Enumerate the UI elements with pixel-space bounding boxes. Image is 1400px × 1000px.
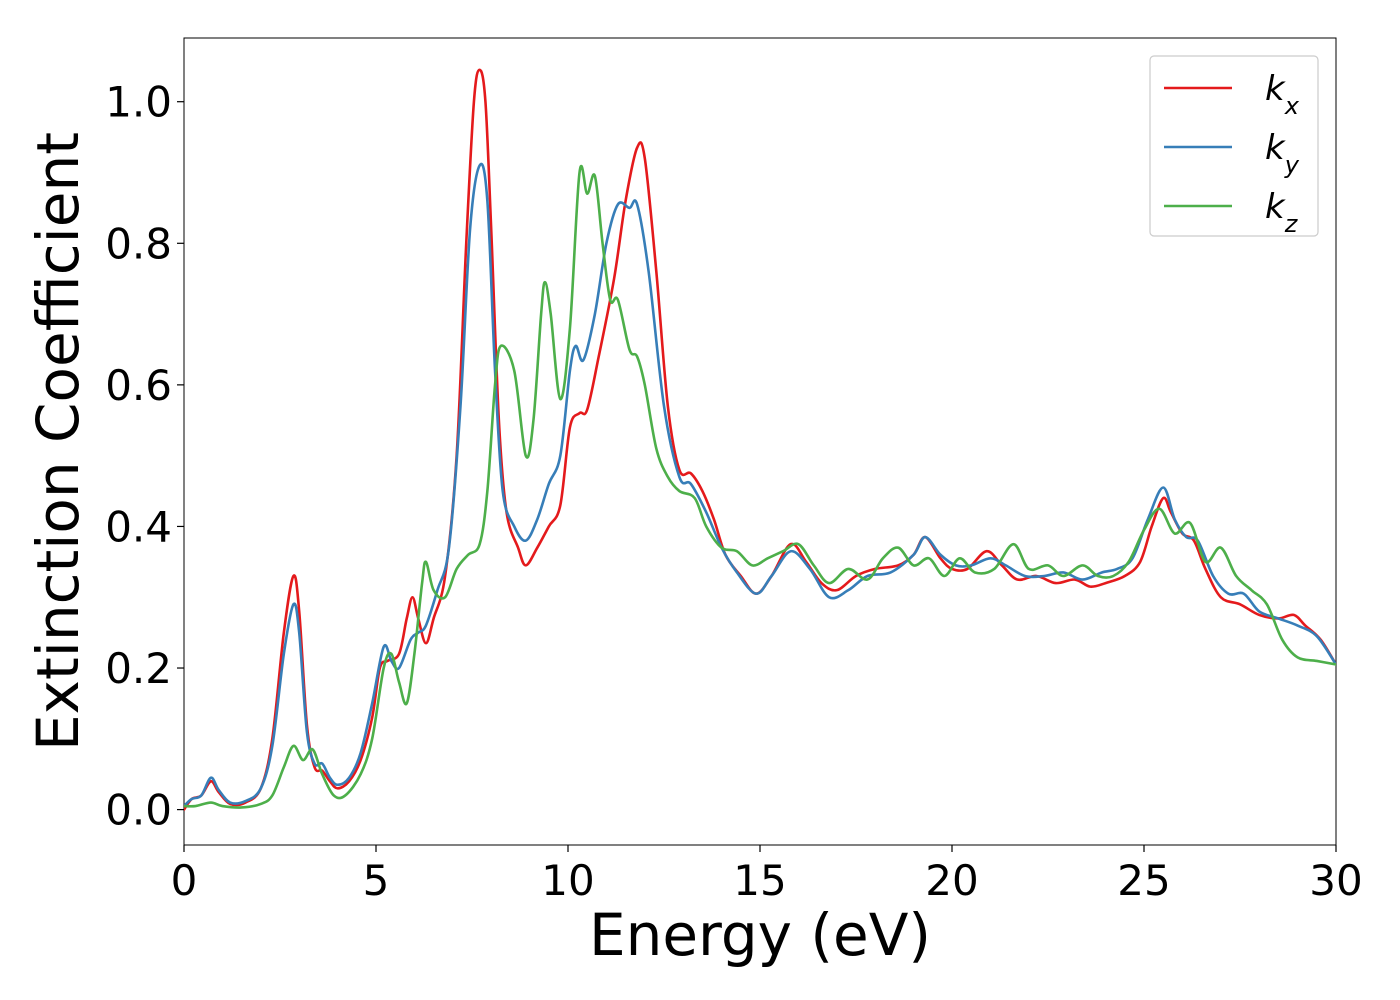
y-tick-label: 0.0 (105, 786, 172, 835)
y-tick-label: 0.8 (105, 219, 172, 268)
legend-label-ky: ky (1265, 128, 1300, 179)
x-tick-label: 0 (171, 856, 198, 905)
x-axis-title: Energy (eV) (589, 901, 931, 969)
y-axis-title: Extinction Coefficient (24, 132, 92, 751)
x-tick-label: 20 (925, 856, 978, 905)
x-tick-label: 10 (541, 856, 594, 905)
x-tick-label: 30 (1309, 856, 1362, 905)
y-tick-label: 0.2 (105, 644, 172, 693)
x-axis: 0 5 10 15 20 25 30 (171, 845, 1363, 905)
legend: kx ky kz (1149, 55, 1319, 238)
y-tick-label: 1.0 (105, 78, 172, 127)
y-tick-label: 0.4 (105, 502, 172, 551)
x-tick-label: 5 (363, 856, 390, 905)
y-axis: 0.0 0.2 0.4 0.6 0.8 1.0 (105, 78, 184, 835)
x-tick-label: 15 (733, 856, 786, 905)
series-line-kx (184, 68, 1336, 811)
legend-label-kz: kz (1265, 187, 1299, 238)
series-line-ky (184, 162, 1336, 808)
y-tick-label: 0.6 (105, 361, 172, 410)
legend-box (1149, 55, 1319, 237)
series-lines (184, 68, 1336, 811)
x-tick-label: 25 (1117, 856, 1170, 905)
series-line-kz (184, 164, 1336, 809)
legend-label-kx: kx (1265, 69, 1300, 120)
